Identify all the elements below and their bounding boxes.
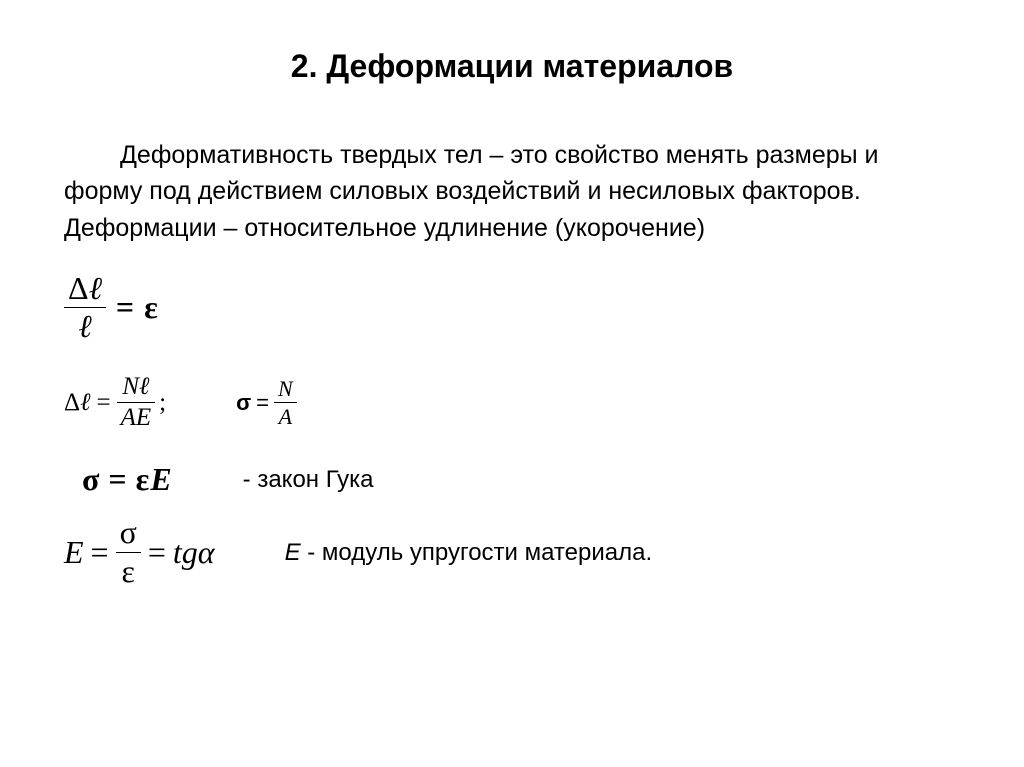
slide-title: 2. Деформации материалов [56, 48, 968, 85]
hooke-eq: σ = εE [82, 461, 173, 498]
f1-den: ℓ [74, 310, 95, 344]
f2-den: AE [117, 405, 156, 431]
hooke-label: - закон Гука [243, 466, 374, 494]
frac-2: Nℓ AE [117, 374, 156, 432]
modulus-eq: E = σ ε = tgα [64, 516, 215, 588]
formulas-block: Δℓ ℓ = ε Δℓ = Nℓ AE ; σ [64, 272, 968, 589]
f2-var: ℓ [80, 389, 90, 417]
f2-num: Nℓ [118, 374, 153, 400]
modulus-text: - модуль упругости материала. [301, 539, 653, 566]
f2-tail: ; [159, 389, 166, 417]
modulus-sym: Е [285, 539, 301, 566]
eq-sign-3: = [256, 390, 269, 416]
frac-1: Δℓ ℓ [64, 272, 106, 344]
f5-num: σ [116, 516, 141, 550]
slide: 2. Деформации материалов Деформативность… [0, 0, 1024, 767]
def-text-2-lead: Деформации – [64, 214, 244, 242]
formula-strain: Δℓ ℓ = ε [64, 272, 968, 344]
f3-den: A [275, 405, 296, 428]
eq-sign-2: = [97, 389, 111, 417]
frac-4: σ ε [116, 516, 141, 588]
f1-rhs: ε [144, 289, 158, 326]
formula-elongation-row: Δℓ = Nℓ AE ; σ = N A [64, 374, 968, 432]
def-text-1: Деформативность твердых тел – это свойст… [64, 141, 879, 205]
f5-rhs: tgα [173, 534, 215, 571]
elongation-eq: Δℓ = Nℓ AE ; [64, 374, 166, 432]
f5-den: ε [118, 555, 139, 589]
f1-num-delta: Δ [68, 270, 89, 306]
strain-eq: Δℓ ℓ = ε [64, 272, 158, 344]
definition-paragraph: Деформативность твердых тел – это свойст… [64, 137, 960, 246]
formula-hooke-row: σ = εE - закон Гука [82, 461, 968, 498]
stress-eq: σ = N A [236, 377, 297, 428]
f3-lhs: σ [236, 390, 251, 416]
f1-num-var: ℓ [89, 270, 102, 306]
modulus-label: Е - модуль упругости материала. [285, 539, 653, 567]
f2-delta: Δ [64, 389, 80, 417]
frac-3: N A [274, 377, 297, 428]
formula-modulus-row: E = σ ε = tgα Е - модуль упругости матер… [64, 516, 968, 588]
def-text-2-rest: относительное удлинение (укорочение) [244, 214, 705, 242]
eq-sign-1: = [116, 289, 134, 326]
f3-num: N [274, 377, 297, 400]
